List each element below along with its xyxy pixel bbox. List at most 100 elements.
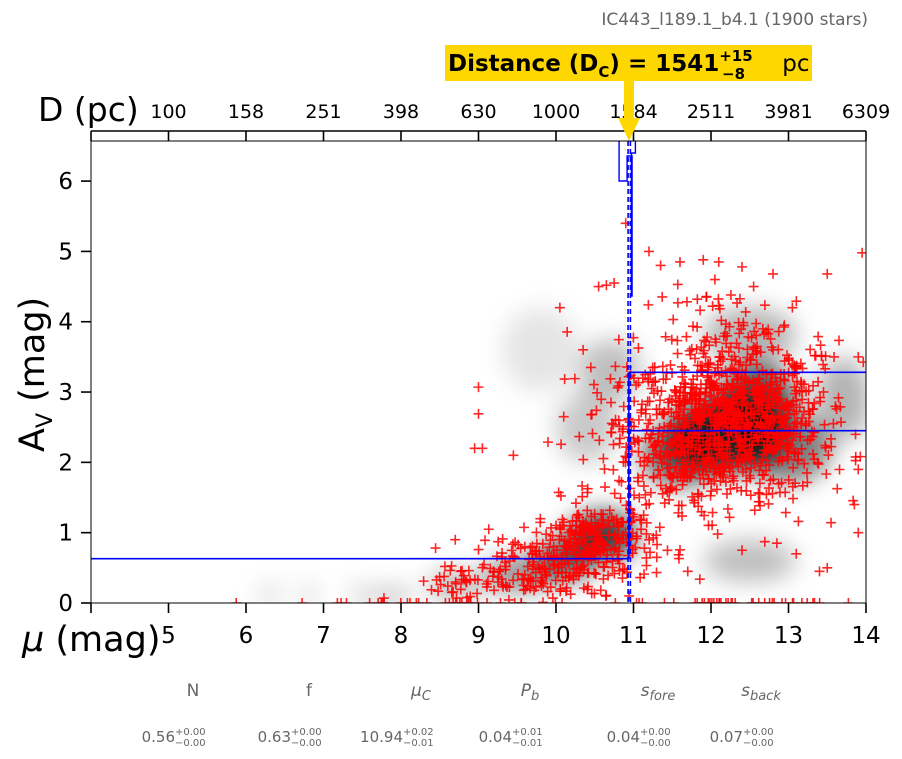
star-point-1560 xyxy=(723,598,734,603)
star-point-788 xyxy=(664,485,675,496)
star-point-1576 xyxy=(448,598,459,603)
star-point-1561 xyxy=(802,598,813,603)
star-point-740 xyxy=(695,393,706,404)
star-point-1618 xyxy=(853,351,864,362)
top-tick-label-2: 251 xyxy=(305,101,341,123)
star-point-1331 xyxy=(546,522,557,533)
star-point-1017 xyxy=(777,455,788,466)
star-point-981 xyxy=(784,401,795,412)
star-point-1285 xyxy=(541,529,552,540)
star-point-723 xyxy=(666,418,677,429)
star-point-1317 xyxy=(586,522,597,533)
star-point-1583 xyxy=(413,598,424,603)
star-point-911 xyxy=(821,469,832,480)
star-point-702 xyxy=(645,487,656,498)
star-point-996 xyxy=(768,432,779,443)
star-point-736 xyxy=(677,479,688,490)
star-point-1220 xyxy=(662,545,673,556)
y-axis-label: AV (mag) xyxy=(13,297,58,452)
x-tick-label-9: 14 xyxy=(851,623,880,649)
star-point-864 xyxy=(783,474,794,485)
star-point-783 xyxy=(707,507,718,518)
star-point-1493 xyxy=(610,361,621,372)
star-point-1000 xyxy=(759,536,770,547)
star-point-423 xyxy=(732,482,743,493)
star-point-1501 xyxy=(663,449,674,460)
star-point-1423 xyxy=(480,535,491,546)
star-point-1550 xyxy=(809,598,820,603)
star-point-1623 xyxy=(655,260,666,271)
star-point-910 xyxy=(823,450,834,461)
star-point-1611 xyxy=(675,256,685,267)
star-point-1594 xyxy=(440,598,451,603)
star-point-1208 xyxy=(596,522,607,533)
star-point-1533 xyxy=(807,598,818,603)
star-point-488 xyxy=(633,446,644,457)
star-point-1061 xyxy=(722,330,733,341)
star-point-894 xyxy=(794,402,805,413)
star-point-1615 xyxy=(768,268,778,279)
param-name-5: sback xyxy=(741,681,781,704)
star-point-1541 xyxy=(769,598,780,603)
star-point-287 xyxy=(765,333,776,344)
star-point-1554 xyxy=(610,598,621,603)
star-point-978 xyxy=(807,404,818,415)
star-point-1039 xyxy=(702,332,713,343)
star-point-1029 xyxy=(657,291,668,302)
star-point-1520 xyxy=(606,418,617,429)
star-point-967 xyxy=(780,487,791,498)
star-point-42 xyxy=(641,424,652,435)
star-point-1364 xyxy=(507,539,518,550)
star-point-1512 xyxy=(587,428,598,439)
star-point-1228 xyxy=(604,521,615,532)
star-point-1314 xyxy=(545,535,556,546)
star-point-1603 xyxy=(558,411,569,422)
star-point-1054 xyxy=(759,300,770,311)
star-point-1513 xyxy=(608,439,619,450)
star-point-629 xyxy=(710,380,721,391)
star-point-508 xyxy=(686,392,697,403)
star-point-1252 xyxy=(554,534,565,545)
star-point-1586 xyxy=(456,598,467,603)
star-point-1519 xyxy=(556,439,567,450)
star-point-1591 xyxy=(451,598,462,603)
star-point-1079 xyxy=(643,299,654,310)
star-point-999 xyxy=(757,454,768,465)
star-point-1084 xyxy=(858,357,866,368)
star-point-954 xyxy=(803,416,814,427)
star-point-397 xyxy=(726,388,737,399)
star-point-1527 xyxy=(629,437,640,448)
star-point-1430 xyxy=(473,544,484,555)
star-point-161 xyxy=(744,470,755,481)
density-blob-17 xyxy=(703,539,797,582)
star-point-1539 xyxy=(753,598,764,603)
star-point-817 xyxy=(648,388,659,399)
star-point-1555 xyxy=(814,598,825,603)
star-point-1380 xyxy=(491,551,502,562)
star-point-1204 xyxy=(673,553,684,564)
star-point-1051 xyxy=(733,359,744,370)
star-point-393 xyxy=(775,369,786,380)
star-point-1422 xyxy=(528,575,539,586)
star-point-867 xyxy=(739,382,750,393)
star-point-1421 xyxy=(589,567,600,578)
star-point-678 xyxy=(756,395,767,406)
star-point-1629 xyxy=(651,552,662,563)
star-point-1607 xyxy=(601,280,612,291)
param-symbol-2: μ xyxy=(410,681,422,701)
star-point-918 xyxy=(697,464,708,475)
star-point-1473 xyxy=(469,574,480,585)
star-point-495 xyxy=(741,486,752,497)
star-point-1069 xyxy=(672,348,683,359)
star-point-963 xyxy=(790,447,801,458)
star-point-784 xyxy=(654,404,665,415)
star-point-573 xyxy=(713,445,724,456)
star-point-987 xyxy=(780,507,791,518)
star-point-1087 xyxy=(740,306,751,317)
star-point-926 xyxy=(801,386,812,397)
star-point-1052 xyxy=(673,400,684,411)
param-plus-3: +0.01 xyxy=(512,727,543,738)
star-point-1403 xyxy=(500,561,511,572)
star-point-462 xyxy=(727,378,738,389)
param-value-3: 0.04 xyxy=(479,728,512,746)
